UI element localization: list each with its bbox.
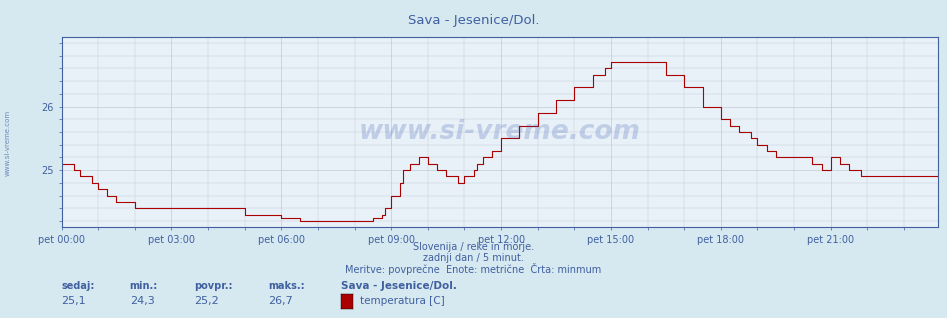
Text: Sava - Jesenice/Dol.: Sava - Jesenice/Dol. bbox=[341, 281, 456, 291]
Text: www.si-vreme.com: www.si-vreme.com bbox=[359, 119, 640, 145]
Text: maks.:: maks.: bbox=[268, 281, 305, 291]
Text: temperatura [C]: temperatura [C] bbox=[360, 296, 444, 306]
Text: zadnji dan / 5 minut.: zadnji dan / 5 minut. bbox=[423, 253, 524, 263]
Text: 26,7: 26,7 bbox=[268, 296, 293, 306]
Text: Meritve: povprečne  Enote: metrične  Črta: minmum: Meritve: povprečne Enote: metrične Črta:… bbox=[346, 263, 601, 275]
Text: sedaj:: sedaj: bbox=[62, 281, 95, 291]
Text: 25,1: 25,1 bbox=[62, 296, 86, 306]
Text: Sava - Jesenice/Dol.: Sava - Jesenice/Dol. bbox=[408, 14, 539, 27]
Text: 25,2: 25,2 bbox=[194, 296, 219, 306]
Text: 24,3: 24,3 bbox=[130, 296, 154, 306]
Text: povpr.:: povpr.: bbox=[194, 281, 233, 291]
Text: min.:: min.: bbox=[130, 281, 158, 291]
Text: Slovenija / reke in morje.: Slovenija / reke in morje. bbox=[413, 242, 534, 252]
Text: www.si-vreme.com: www.si-vreme.com bbox=[5, 110, 10, 176]
